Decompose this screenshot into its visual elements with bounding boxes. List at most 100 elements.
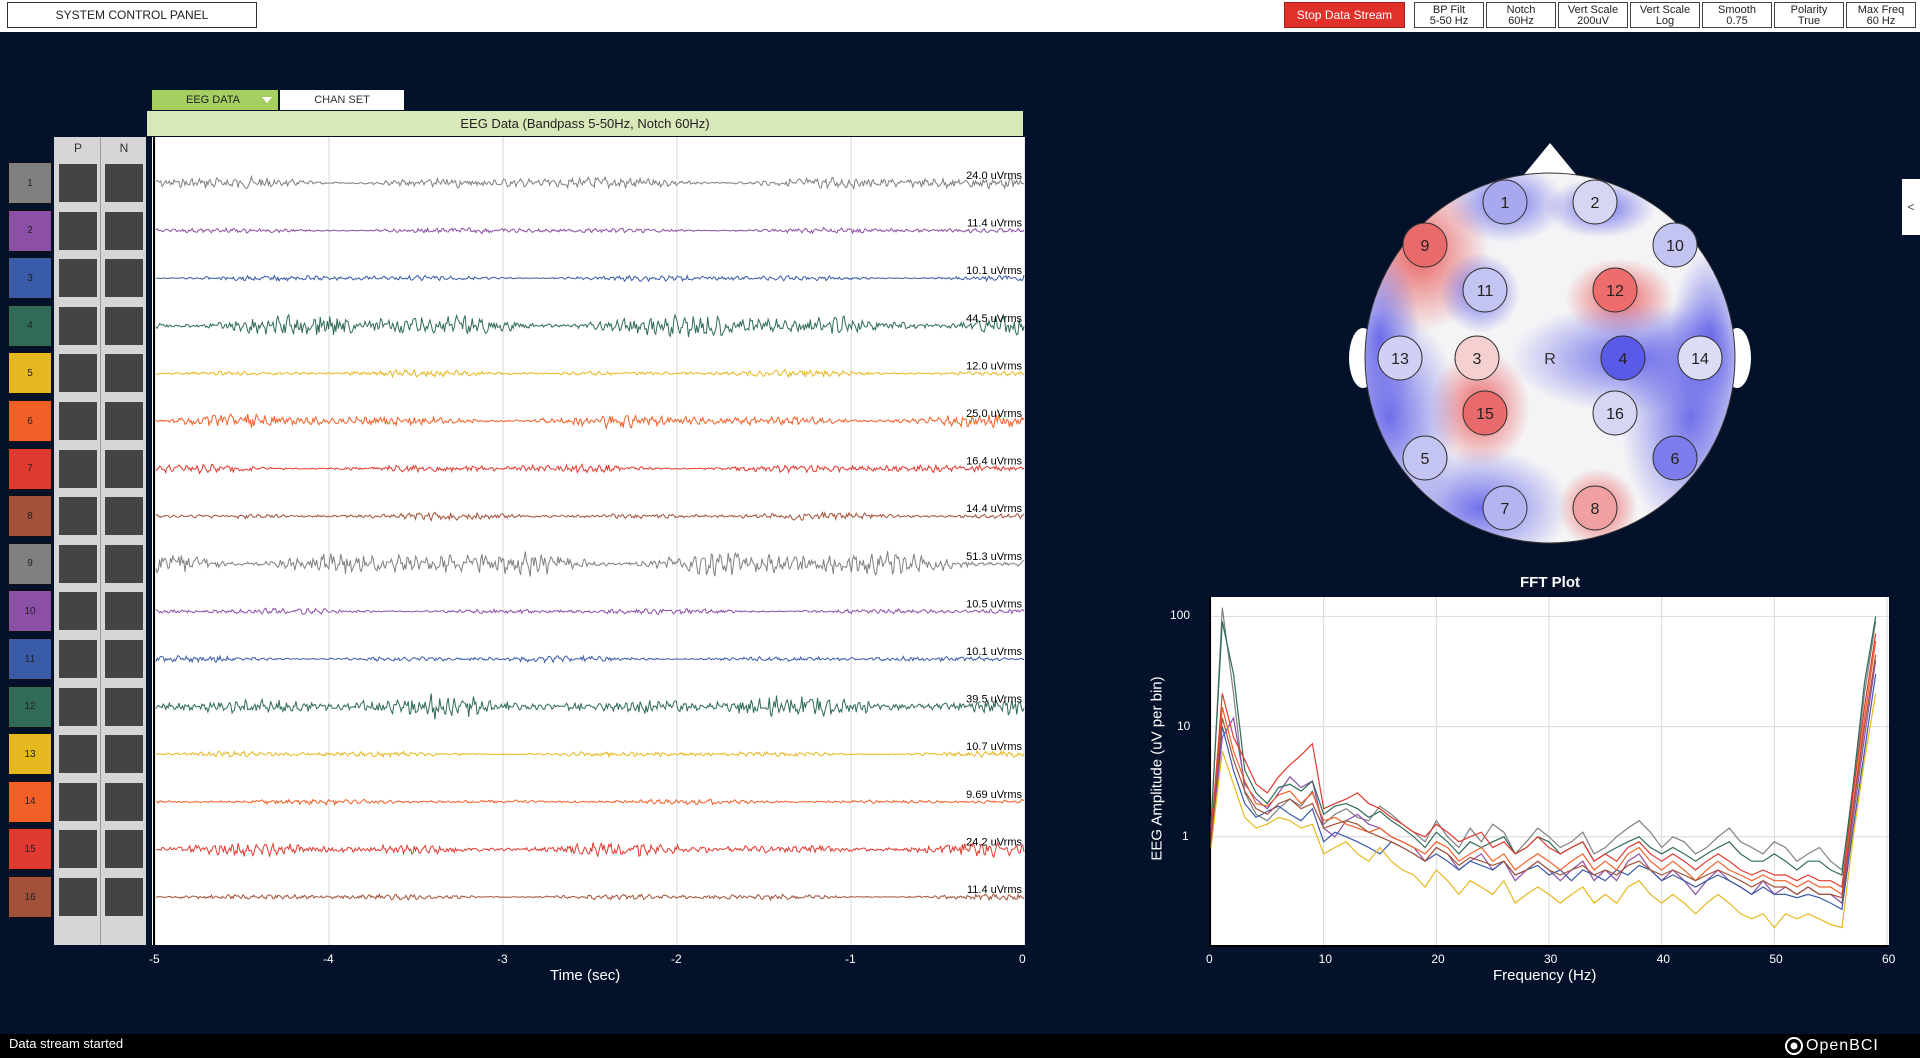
channel-rms-label: 10.1 uVrms bbox=[966, 646, 1022, 658]
channel-toggle-3[interactable]: 3 bbox=[8, 257, 52, 300]
channel-toggle-8[interactable]: 8 bbox=[8, 495, 52, 538]
electrode-label: 10 bbox=[1666, 238, 1684, 255]
eeg-x-tick-label: -4 bbox=[323, 952, 334, 966]
channel-n-toggle[interactable] bbox=[105, 782, 143, 821]
channel-p-toggle[interactable] bbox=[59, 544, 97, 583]
eeg-panel-title: EEG Data (Bandpass 5-50Hz, Notch 60Hz) bbox=[147, 111, 1023, 136]
tab-chan-set[interactable]: CHAN SET bbox=[280, 90, 404, 110]
channel-n-toggle[interactable] bbox=[105, 259, 143, 298]
head-nose bbox=[1522, 143, 1578, 177]
channel-p-toggle[interactable] bbox=[59, 735, 97, 774]
channel-toggle-16[interactable]: 16 bbox=[8, 876, 52, 918]
eeg-trace-channel-3 bbox=[155, 274, 1025, 283]
toolbar-setting-button-4[interactable]: Smooth 0.75 bbox=[1702, 2, 1772, 28]
channel-n-toggle[interactable] bbox=[105, 211, 143, 250]
channel-toggle-4[interactable]: 4 bbox=[8, 304, 52, 347]
eeg-trace-channel-10 bbox=[155, 607, 1025, 615]
fft-y-axis-title: EEG Amplitude (uV per bin) bbox=[1148, 676, 1166, 861]
fft-x-tick-label: 20 bbox=[1431, 952, 1445, 966]
eeg-trace-channel-11 bbox=[155, 654, 1025, 664]
channel-p-toggle[interactable] bbox=[59, 640, 97, 678]
channel-toggle-11[interactable]: 11 bbox=[8, 638, 52, 680]
toolbar-setting-value: 60Hz bbox=[1508, 15, 1534, 27]
electrode-7 bbox=[1482, 485, 1528, 531]
impedance-pn-panel: P N bbox=[54, 137, 146, 945]
channel-toggle-9[interactable]: 9 bbox=[8, 542, 52, 585]
channel-rms-label: 10.7 uVrms bbox=[966, 741, 1022, 753]
channel-toggle-7[interactable]: 7 bbox=[8, 447, 52, 490]
channel-n-toggle[interactable] bbox=[105, 878, 143, 916]
channel-n-toggle[interactable] bbox=[105, 687, 143, 726]
channel-n-toggle[interactable] bbox=[105, 830, 143, 869]
channel-n-toggle[interactable] bbox=[105, 449, 143, 488]
channel-p-toggle[interactable] bbox=[59, 497, 97, 536]
eeg-trace-channel-5 bbox=[155, 368, 1025, 379]
toolbar-setting-button-1[interactable]: Notch 60Hz bbox=[1486, 2, 1556, 28]
system-control-panel-button[interactable]: SYSTEM CONTROL PANEL bbox=[7, 2, 257, 28]
channel-n-toggle[interactable] bbox=[105, 497, 143, 536]
channel-n-toggle[interactable] bbox=[105, 592, 143, 631]
dropdown-arrow-icon[interactable] bbox=[262, 97, 272, 103]
channel-p-toggle[interactable] bbox=[59, 687, 97, 726]
toolbar-setting-button-2[interactable]: Vert Scale 200uV bbox=[1558, 2, 1628, 28]
fft-x-tick-label: 60 bbox=[1882, 952, 1896, 966]
channel-n-toggle[interactable] bbox=[105, 354, 143, 393]
channel-p-toggle[interactable] bbox=[59, 354, 97, 393]
toolbar-setting-name: Notch bbox=[1506, 4, 1536, 16]
channel-rms-label: 11.4 uVrms bbox=[967, 218, 1023, 230]
eeg-trace-channel-6 bbox=[155, 412, 1025, 430]
electrode-15 bbox=[1462, 390, 1508, 436]
channel-p-toggle[interactable] bbox=[59, 878, 97, 916]
channel-p-toggle[interactable] bbox=[59, 402, 97, 440]
toolbar-setting-button-5[interactable]: Polarity True bbox=[1774, 2, 1844, 28]
electrode-10 bbox=[1652, 222, 1698, 268]
channel-p-toggle[interactable] bbox=[59, 164, 97, 202]
eeg-x-tick-label: -1 bbox=[845, 952, 856, 966]
channel-p-toggle[interactable] bbox=[59, 259, 97, 298]
channel-toggle-10[interactable]: 10 bbox=[8, 590, 52, 633]
channel-toggle-13[interactable]: 13 bbox=[8, 733, 52, 776]
channel-p-toggle[interactable] bbox=[59, 449, 97, 488]
channel-toggle-14[interactable]: 14 bbox=[8, 780, 52, 823]
channel-n-toggle[interactable] bbox=[105, 640, 143, 678]
tab-eeg-data[interactable]: EEG DATA bbox=[152, 90, 278, 110]
toolbar-setting-value: 0.75 bbox=[1726, 15, 1748, 27]
electrode-5 bbox=[1402, 435, 1448, 481]
channel-n-toggle[interactable] bbox=[105, 306, 143, 345]
channel-toggle-2[interactable]: 2 bbox=[8, 209, 52, 252]
toolbar-setting-button-3[interactable]: Vert Scale Log bbox=[1630, 2, 1700, 28]
eeg-x-axis-title: Time (sec) bbox=[550, 967, 621, 984]
toolbar-setting-name: BP Filt bbox=[1432, 4, 1466, 16]
channel-n-toggle[interactable] bbox=[105, 164, 143, 202]
electrode-label: 7 bbox=[1501, 501, 1510, 518]
electrode-label: 9 bbox=[1421, 238, 1430, 255]
channel-p-toggle[interactable] bbox=[59, 830, 97, 869]
channel-p-toggle[interactable] bbox=[59, 211, 97, 250]
channel-toggle-5[interactable]: 5 bbox=[8, 352, 52, 395]
toolbar-setting-value: 5-50 Hz bbox=[1429, 15, 1469, 27]
stop-data-stream-button[interactable]: Stop Data Stream bbox=[1284, 2, 1405, 28]
eeg-trace-channel-2 bbox=[155, 226, 1025, 235]
heatmap-blob bbox=[1365, 248, 1420, 428]
fft-x-tick-label: 50 bbox=[1769, 952, 1783, 966]
channel-toggle-15[interactable]: 15 bbox=[8, 828, 52, 871]
fft-plot-title: FFT Plot bbox=[1520, 574, 1580, 591]
channel-p-toggle[interactable] bbox=[59, 782, 97, 821]
channel-toggle-12[interactable]: 12 bbox=[8, 685, 52, 728]
toolbar-setting-button-6[interactable]: Max Freq 60 Hz bbox=[1846, 2, 1916, 28]
channel-n-toggle[interactable] bbox=[105, 544, 143, 583]
channel-rms-label: 9.69 uVrms bbox=[966, 789, 1022, 801]
channel-n-toggle[interactable] bbox=[105, 402, 143, 440]
toolbar-setting-button-0[interactable]: BP Filt 5-50 Hz bbox=[1414, 2, 1484, 28]
channel-p-toggle[interactable] bbox=[59, 306, 97, 345]
channel-toggle-1[interactable]: 1 bbox=[8, 162, 52, 204]
channel-toggle-6[interactable]: 6 bbox=[8, 400, 52, 442]
eeg-x-tick-label: -3 bbox=[497, 952, 508, 966]
channel-rms-label: 16.4 uVrms bbox=[966, 456, 1022, 468]
channel-n-toggle[interactable] bbox=[105, 735, 143, 774]
electrode-label: 5 bbox=[1421, 451, 1430, 468]
channel-p-toggle[interactable] bbox=[59, 592, 97, 631]
toolbar-setting-value: True bbox=[1797, 15, 1821, 27]
collapse-side-panel-button[interactable]: < bbox=[1902, 179, 1920, 235]
